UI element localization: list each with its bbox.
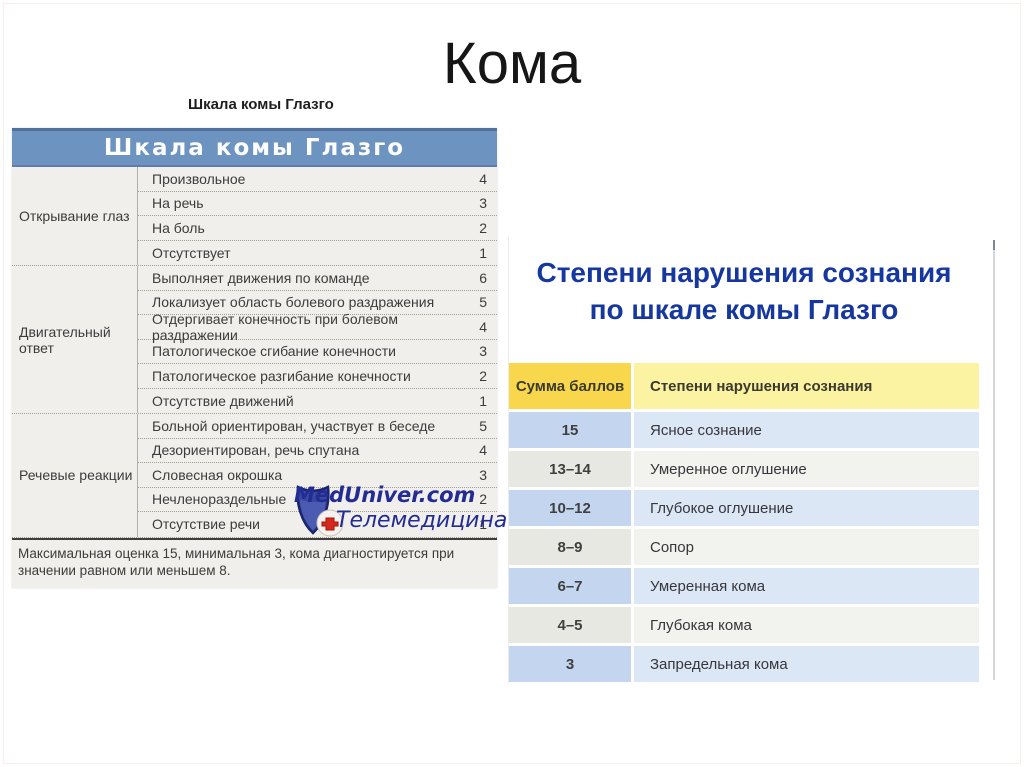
gcs-table-header: Шкала комы Глазго xyxy=(12,128,497,167)
table-row: Патологическое сгибание конечности 3 xyxy=(138,340,497,364)
scrollbar-thumb[interactable] xyxy=(993,240,995,250)
score-value: 4 xyxy=(479,442,487,459)
table-row: 6–7 Умеренная кома xyxy=(509,568,979,604)
table-row: 3 Запредельная кома xyxy=(509,646,979,682)
score-range: 13–14 xyxy=(509,451,631,487)
score-value: 1 xyxy=(479,392,487,409)
table-row: Отдергивает конечность при болевом раздр… xyxy=(138,311,497,343)
degree-label: Умеренное оглушение xyxy=(634,451,979,487)
glasgow-coma-scale-table: Шкала комы Глазго Открывание глаз Произв… xyxy=(12,128,497,588)
table-row: Выполняет движения по команде 6 xyxy=(138,266,497,291)
table-row: Произвольное 4 xyxy=(138,167,497,192)
table-row: Локализует область болевого раздражения 5 xyxy=(138,291,497,315)
score-range: 15 xyxy=(509,412,631,448)
degree-label: Умеренная кома xyxy=(634,568,979,604)
table-row: Патологическое разгибание конечности 2 xyxy=(138,364,497,389)
score-range: 10–12 xyxy=(509,490,631,526)
score-value: 4 xyxy=(479,170,487,187)
table-row: Дезориентирован, речь спутана 4 xyxy=(138,439,497,463)
score-value: 2 xyxy=(479,491,487,508)
degree-label: Запредельная кома xyxy=(634,646,979,682)
table-row: Отсутствует 1 xyxy=(152,244,487,261)
gcs-category: Двигательный ответ xyxy=(12,266,138,413)
severity-table: Сумма баллов Степени нарушения сознания … xyxy=(509,363,979,685)
table-row: На речь 3 xyxy=(138,192,497,216)
gcs-category: Речевые реакции xyxy=(12,414,138,537)
table-row: 13–14 Умеренное оглушение xyxy=(509,451,979,487)
score-range: 6–7 xyxy=(509,568,631,604)
table-row: 4–5 Глубокая кома xyxy=(509,607,979,643)
score-range: 4–5 xyxy=(509,607,631,643)
table-row: На боль 2 xyxy=(138,216,497,241)
scrollbar-track[interactable] xyxy=(993,240,995,680)
score-value: 5 xyxy=(479,417,487,434)
gcs-group-eye-opening: Открывание глаз Произвольное 4 На речь 3 Н… xyxy=(12,167,497,266)
severity-title-line2: по шкале комы Глазго xyxy=(589,294,899,325)
score-range: 8–9 xyxy=(509,529,631,565)
table-row: Больной ориентирован, участвует в беседе… xyxy=(138,414,497,439)
column-header-score: Сумма баллов xyxy=(509,363,631,409)
degree-label: Глубокое оглушение xyxy=(634,490,979,526)
score-value: 3 xyxy=(479,343,487,360)
score-value: 2 xyxy=(479,219,487,236)
slide-title: Кома xyxy=(442,31,582,96)
severity-title-line1: Степени нарушения сознания xyxy=(536,257,952,288)
severity-title: Степени нарушения сознания по шкале комы… xyxy=(509,254,979,328)
gcs-category: Открывание глаз xyxy=(12,167,138,265)
score-value: 1 xyxy=(479,516,487,533)
score-value: 6 xyxy=(479,269,487,286)
table-row: 15 Ясное сознание xyxy=(509,412,979,448)
score-value: 5 xyxy=(479,294,487,311)
column-header-degree: Степени нарушения сознания xyxy=(634,363,979,409)
gcs-group-verbal-response: Речевые реакции Больной ориентирован, уч… xyxy=(12,414,497,538)
degree-label: Глубокая кома xyxy=(634,607,979,643)
gcs-caption: Шкала комы Глазго xyxy=(188,96,334,113)
score-value: 4 xyxy=(479,318,487,335)
score-range: 3 xyxy=(509,646,631,682)
table-row: Нечленораздельные 2 xyxy=(138,488,497,512)
score-value: 2 xyxy=(479,367,487,384)
degree-label: Ясное сознание xyxy=(634,412,979,448)
table-row: 8–9 Сопор xyxy=(509,529,979,565)
severity-header-row: Сумма баллов Степени нарушения сознания xyxy=(509,363,979,409)
gcs-group-motor-response: Двигательный ответ Выполняет движения по… xyxy=(12,266,497,414)
score-value: 3 xyxy=(479,466,487,483)
table-row: 10–12 Глубокое оглушение xyxy=(509,490,979,526)
table-row: Отсутствие движений 1 xyxy=(152,392,487,409)
table-row: Словесная окрошка 3 xyxy=(138,463,497,488)
degree-label: Сопор xyxy=(634,529,979,565)
table-row: Отсутствие речи 1 xyxy=(152,516,487,533)
severity-panel: Степени нарушения сознания по шкале комы… xyxy=(508,237,996,684)
gcs-footnote: Максимальная оценка 15, минимальная 3, к… xyxy=(12,537,497,588)
score-value: 3 xyxy=(479,195,487,212)
score-value: 1 xyxy=(479,244,487,261)
